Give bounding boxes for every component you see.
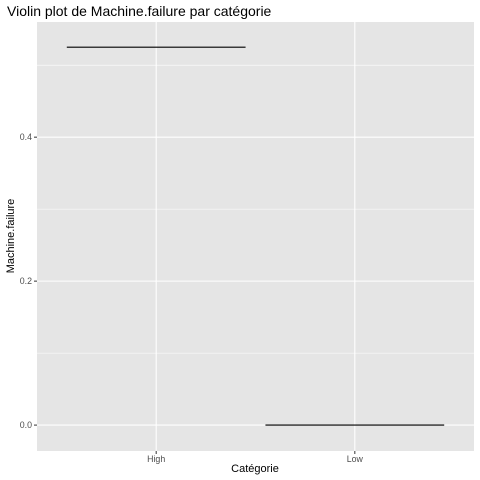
x-tick-label-low: Low: [347, 454, 364, 464]
y-axis-ticks: 0.0 0.2 0.4: [20, 132, 37, 430]
y-tick-label: 0.0: [20, 420, 32, 430]
y-tick-label: 0.2: [20, 276, 32, 286]
chart-title: Violin plot de Machine.failure par catég…: [7, 3, 272, 19]
x-axis-title: Catégorie: [231, 463, 279, 475]
x-tick-label-high: High: [147, 454, 165, 464]
plot-panel: [37, 22, 474, 451]
y-axis-title: Machine.failure: [5, 199, 17, 274]
y-tick-label: 0.4: [20, 132, 32, 142]
